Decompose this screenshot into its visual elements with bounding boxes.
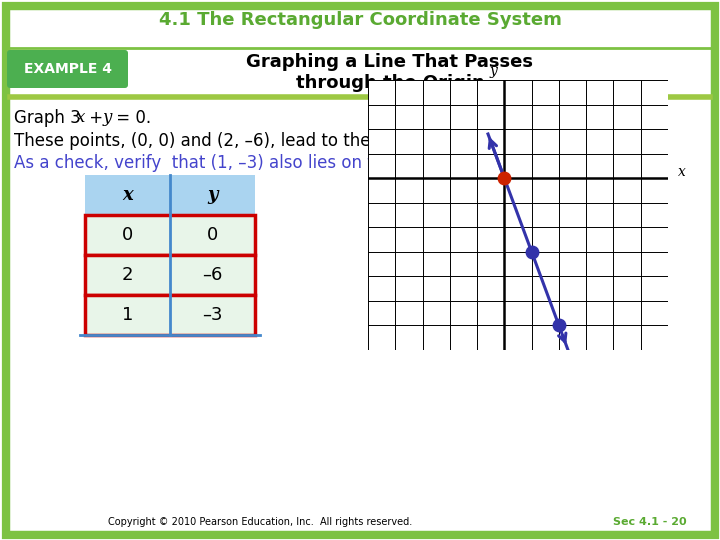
Text: through the Origin: through the Origin <box>296 74 485 92</box>
Text: 0: 0 <box>122 226 133 244</box>
Text: Graphing a Line That Passes: Graphing a Line That Passes <box>246 53 534 71</box>
Bar <box>85 175 255 215</box>
Text: y-intercept: y-intercept <box>546 178 633 192</box>
Text: = 0.: = 0. <box>111 109 151 127</box>
Text: 0: 0 <box>207 226 218 244</box>
Text: +: + <box>84 109 109 127</box>
Text: –3: –3 <box>202 306 222 324</box>
Text: Copyright © 2010 Pearson Education, Inc.  All rights reserved.: Copyright © 2010 Pearson Education, Inc.… <box>108 517 412 527</box>
Text: and: and <box>575 155 605 169</box>
Text: EXAMPLE 4: EXAMPLE 4 <box>24 62 112 76</box>
Text: y: y <box>490 64 498 78</box>
Text: y: y <box>103 110 112 126</box>
Text: These points, (0, 0) and (2, –6), lead to the graph shown below.: These points, (0, 0) and (2, –6), lead t… <box>14 132 541 150</box>
Text: 2: 2 <box>122 266 133 284</box>
Text: Graph 3: Graph 3 <box>14 109 81 127</box>
Bar <box>85 255 255 295</box>
Text: 1: 1 <box>122 306 133 324</box>
FancyBboxPatch shape <box>7 50 128 88</box>
Text: y: y <box>207 186 217 204</box>
Text: Sec 4.1 - 20: Sec 4.1 - 20 <box>613 517 687 527</box>
Text: As a check, verify  that (1, –3) also lies on the line.: As a check, verify that (1, –3) also lie… <box>14 154 435 172</box>
Bar <box>85 295 255 335</box>
Text: x: x <box>122 186 133 204</box>
Text: –6: –6 <box>202 266 222 284</box>
Text: 4.1 The Rectangular Coordinate System: 4.1 The Rectangular Coordinate System <box>158 11 562 29</box>
Text: x: x <box>76 110 86 126</box>
Text: x-intercept: x-intercept <box>546 135 633 149</box>
Text: x: x <box>678 165 685 179</box>
Bar <box>85 215 255 255</box>
